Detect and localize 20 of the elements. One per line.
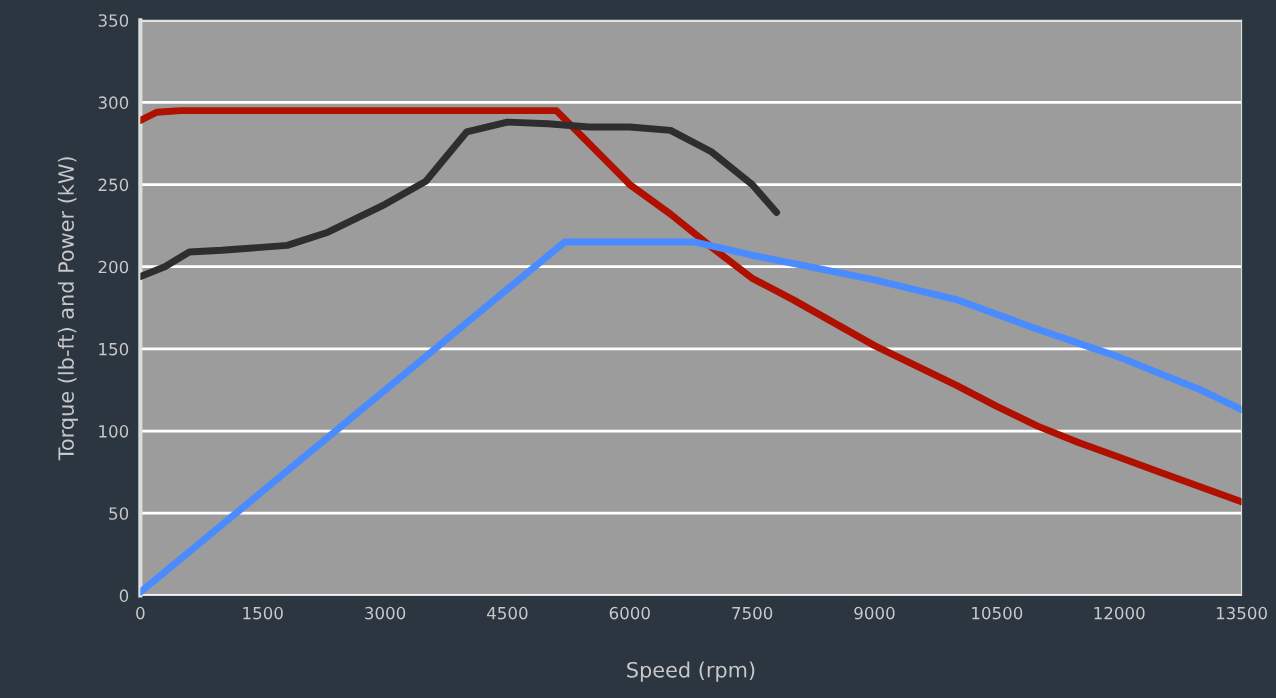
x-tick-label: 13500 xyxy=(1216,606,1267,620)
x-tick-label: 0 xyxy=(136,606,145,620)
y-tick-label: 100 xyxy=(99,425,129,438)
x-tick-label: 6000 xyxy=(609,606,650,620)
x-tick-label: 10500 xyxy=(972,606,1023,620)
x-tick-label: 1500 xyxy=(243,606,283,620)
y-tick-label: 0 xyxy=(119,589,129,602)
y-tick-label: 350 xyxy=(98,14,129,27)
y-tick-label: 200 xyxy=(98,260,129,274)
x-axis-title: Speed (rpm) xyxy=(627,661,755,682)
x-tick-label: 12000 xyxy=(1094,606,1145,620)
y-axis-title: Torque (lb-ft) and Power (kW) xyxy=(57,157,78,461)
y-tick-label: 250 xyxy=(98,178,129,192)
y-tick-label: 300 xyxy=(98,96,129,109)
x-tick-label: 7500 xyxy=(732,606,773,620)
y-tick-label: 150 xyxy=(99,342,129,356)
x-tick-label: 4500 xyxy=(487,606,528,620)
x-tick-label: 3000 xyxy=(365,606,406,620)
y-tick-label: 50 xyxy=(109,507,129,520)
x-tick-label: 9000 xyxy=(854,606,895,620)
